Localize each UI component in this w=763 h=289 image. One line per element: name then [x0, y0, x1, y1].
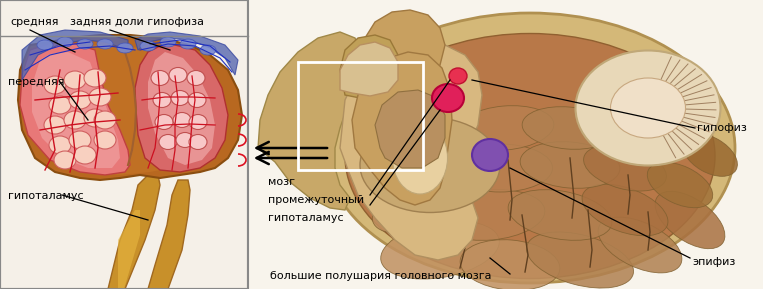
- Ellipse shape: [345, 34, 715, 279]
- Polygon shape: [22, 30, 128, 80]
- Ellipse shape: [189, 114, 207, 129]
- Ellipse shape: [117, 43, 133, 53]
- Polygon shape: [135, 45, 228, 172]
- Text: задняя доли гипофиза: задняя доли гипофиза: [70, 17, 204, 27]
- Ellipse shape: [94, 111, 116, 129]
- Ellipse shape: [74, 146, 96, 164]
- Text: гипофиз: гипофиз: [697, 123, 747, 133]
- Ellipse shape: [173, 112, 191, 127]
- Ellipse shape: [325, 13, 735, 283]
- Ellipse shape: [180, 39, 196, 49]
- Bar: [298, 62, 423, 170]
- Ellipse shape: [97, 39, 113, 49]
- Polygon shape: [375, 90, 445, 168]
- Polygon shape: [148, 180, 190, 289]
- Ellipse shape: [84, 69, 106, 87]
- Ellipse shape: [49, 136, 71, 154]
- Polygon shape: [135, 32, 238, 75]
- Polygon shape: [148, 52, 215, 165]
- Ellipse shape: [54, 151, 76, 169]
- Ellipse shape: [392, 122, 448, 194]
- Ellipse shape: [37, 40, 53, 50]
- Text: средняя: средняя: [10, 17, 59, 27]
- Polygon shape: [32, 52, 120, 168]
- Ellipse shape: [384, 140, 476, 190]
- Polygon shape: [258, 32, 362, 210]
- Ellipse shape: [77, 39, 93, 49]
- Polygon shape: [108, 175, 160, 289]
- Polygon shape: [340, 42, 482, 260]
- Ellipse shape: [372, 177, 468, 233]
- Polygon shape: [118, 210, 140, 289]
- Ellipse shape: [582, 184, 668, 236]
- Ellipse shape: [610, 78, 685, 138]
- Polygon shape: [340, 35, 398, 100]
- Ellipse shape: [460, 240, 560, 289]
- Ellipse shape: [647, 162, 713, 208]
- Ellipse shape: [189, 134, 207, 149]
- Polygon shape: [340, 42, 398, 96]
- Ellipse shape: [598, 217, 682, 273]
- Text: большие полушария головного мозга: большие полушария головного мозга: [270, 271, 491, 281]
- Ellipse shape: [472, 139, 508, 171]
- Text: гипоталамус: гипоталамус: [8, 191, 84, 201]
- Ellipse shape: [586, 112, 665, 152]
- Ellipse shape: [683, 134, 737, 176]
- Ellipse shape: [89, 88, 111, 106]
- Polygon shape: [362, 10, 445, 82]
- Ellipse shape: [69, 131, 91, 149]
- Ellipse shape: [57, 37, 73, 47]
- Ellipse shape: [171, 90, 189, 105]
- Ellipse shape: [44, 116, 66, 134]
- Ellipse shape: [188, 92, 206, 108]
- Ellipse shape: [140, 41, 156, 51]
- Ellipse shape: [187, 71, 205, 86]
- Ellipse shape: [69, 91, 91, 109]
- Ellipse shape: [448, 144, 552, 192]
- Ellipse shape: [522, 107, 614, 149]
- Ellipse shape: [49, 96, 71, 114]
- Text: промежуточный: промежуточный: [268, 195, 364, 205]
- Ellipse shape: [526, 232, 633, 288]
- Ellipse shape: [435, 190, 545, 240]
- Ellipse shape: [159, 134, 177, 149]
- Text: мозг: мозг: [268, 177, 295, 187]
- Ellipse shape: [176, 132, 194, 147]
- Ellipse shape: [200, 45, 216, 55]
- Polygon shape: [20, 42, 130, 175]
- Ellipse shape: [151, 71, 169, 86]
- Text: передняя: передняя: [8, 77, 65, 87]
- Ellipse shape: [381, 221, 499, 279]
- Bar: [0, 0, 248, 289]
- Polygon shape: [32, 44, 192, 175]
- Ellipse shape: [575, 51, 720, 166]
- Ellipse shape: [153, 92, 171, 108]
- Ellipse shape: [94, 131, 116, 149]
- Ellipse shape: [64, 111, 86, 129]
- Ellipse shape: [456, 106, 554, 150]
- Ellipse shape: [396, 100, 480, 150]
- Polygon shape: [352, 52, 452, 205]
- Ellipse shape: [584, 145, 666, 191]
- Ellipse shape: [655, 191, 725, 249]
- Ellipse shape: [432, 84, 464, 112]
- Ellipse shape: [520, 142, 620, 188]
- Ellipse shape: [84, 109, 106, 127]
- Text: гипоталамус: гипоталамус: [268, 213, 343, 223]
- Ellipse shape: [449, 68, 467, 84]
- Ellipse shape: [360, 118, 500, 212]
- Ellipse shape: [169, 68, 187, 82]
- Ellipse shape: [508, 190, 612, 240]
- Ellipse shape: [64, 71, 86, 89]
- Ellipse shape: [160, 37, 176, 47]
- Bar: [248, 0, 763, 289]
- Bar: [0, 0, 248, 289]
- Ellipse shape: [155, 114, 173, 129]
- Text: эпифиз: эпифиз: [692, 257, 736, 267]
- Ellipse shape: [44, 76, 66, 94]
- Polygon shape: [18, 35, 242, 180]
